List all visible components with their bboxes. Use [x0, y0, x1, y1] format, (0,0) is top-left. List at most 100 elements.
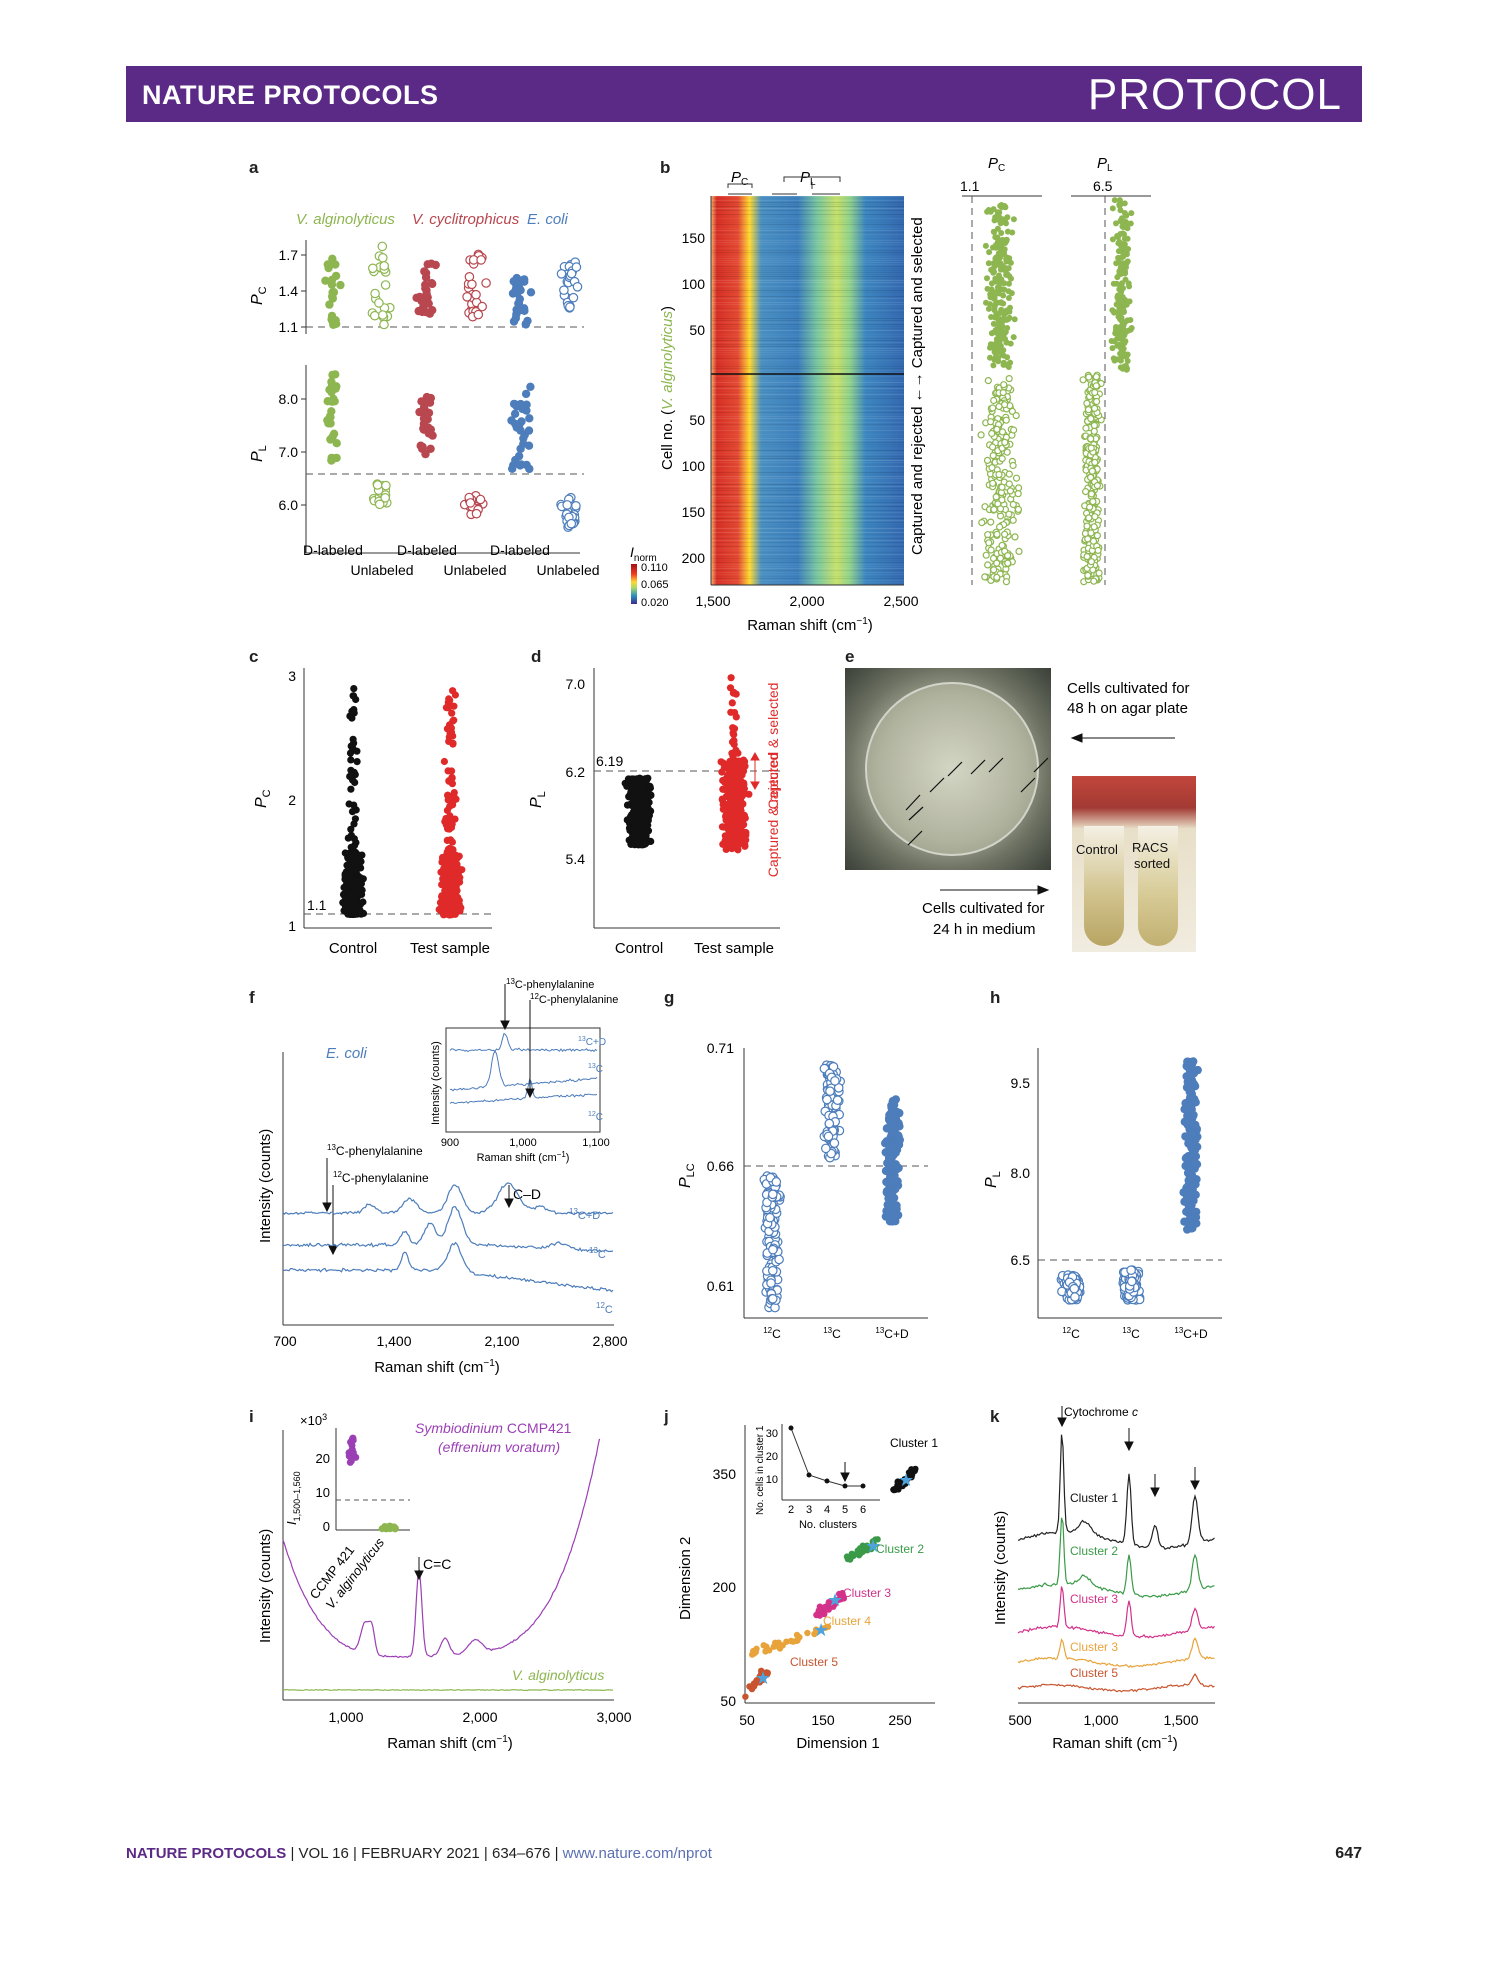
- data-point: [467, 279, 477, 290]
- data-point: [989, 554, 998, 563]
- heatmap-row: [711, 234, 904, 235]
- data-point: [329, 288, 339, 297]
- heatmap-row: [711, 270, 904, 271]
- data-point: [347, 831, 355, 840]
- heatmap-row: [711, 372, 904, 373]
- heatmap-row: [711, 572, 904, 573]
- footer-url[interactable]: www.nature.com/nprot: [562, 1845, 712, 1862]
- data-point: [380, 280, 391, 290]
- h-xcat: 13C+D: [1174, 1326, 1208, 1341]
- i-inset-ytick: 10: [316, 1485, 330, 1500]
- data-point: [1189, 1110, 1198, 1120]
- data-point: [990, 320, 997, 327]
- heatmap-row: [711, 320, 904, 321]
- agar-plate-photo: [845, 668, 1051, 870]
- data-point: [1008, 290, 1015, 297]
- i-inset-ytick: 20: [316, 1451, 330, 1466]
- f-ylabel: Intensity (counts): [257, 1129, 274, 1243]
- data-point: [1118, 345, 1124, 352]
- panel-label-b: b: [660, 158, 671, 177]
- heatmap-row: [711, 516, 904, 517]
- data-point: [987, 354, 993, 361]
- heatmap-row: [711, 268, 904, 269]
- f-xtick: 2,800: [592, 1333, 627, 1349]
- data-point: [381, 480, 391, 491]
- data-point: [347, 825, 355, 833]
- heatmap-row: [711, 326, 904, 327]
- data-point: [1124, 225, 1131, 232]
- data-point: [1087, 435, 1095, 443]
- data-point: [1111, 197, 1118, 204]
- data-point: [728, 738, 737, 746]
- data-point: [451, 691, 459, 699]
- heatmap-row: [711, 242, 904, 243]
- g-xcat: 13C+D: [875, 1326, 909, 1341]
- panel-label-f: f: [249, 988, 255, 1007]
- data-point: [725, 793, 733, 801]
- heatmap-row: [711, 482, 904, 483]
- data-point: [456, 907, 464, 915]
- data-point: [1001, 246, 1008, 253]
- data-point: [996, 310, 1003, 317]
- heatmap-row: [711, 406, 904, 407]
- data-point: [349, 1436, 357, 1444]
- data-point: [323, 397, 332, 406]
- a-pc-tick: 1.4: [279, 283, 299, 299]
- heatmap-row: [711, 378, 904, 379]
- data-point: [359, 898, 367, 906]
- data-point: [418, 442, 427, 452]
- heatmap-row: [711, 346, 904, 347]
- data-point: [985, 260, 992, 267]
- data-point: [341, 872, 349, 880]
- data-point: [998, 483, 1006, 491]
- data-point: [426, 425, 435, 434]
- heatmap-row: [711, 518, 904, 519]
- i-species1-alt: (effrenium voratum): [438, 1439, 560, 1455]
- d-ytick: 7.0: [566, 676, 586, 692]
- panel-j: 350 200 50 50 150 250 Dimension 1 Dimens…: [677, 1424, 938, 1752]
- data-point: [734, 758, 742, 766]
- data-point: [1009, 426, 1018, 434]
- heatmap-row: [711, 502, 904, 503]
- data-point: [999, 389, 1007, 397]
- heatmap-row: [711, 230, 904, 231]
- data-point: [421, 280, 430, 290]
- data-point: [1184, 1139, 1193, 1148]
- data-point: [446, 909, 454, 917]
- data-point: [349, 843, 357, 852]
- heatmap-row: [711, 442, 904, 443]
- page-number: 647: [1335, 1845, 1362, 1862]
- e-label-plate-2: 48 h on agar plate: [1067, 700, 1188, 717]
- data-point: [511, 314, 520, 323]
- data-point: [998, 276, 1005, 283]
- j-xtick: 50: [739, 1712, 755, 1728]
- data-point: [1007, 304, 1013, 311]
- i-species2: V. alginolyticus: [512, 1667, 604, 1683]
- data-point: [1005, 470, 1013, 478]
- f-species: E. coli: [326, 1045, 368, 1062]
- h-ytick: 8.0: [1011, 1165, 1031, 1181]
- heatmap-row: [711, 562, 904, 563]
- data-point: [349, 906, 357, 914]
- cluster-centroid-star: ★: [898, 1470, 914, 1490]
- data-point: [1085, 503, 1094, 511]
- heatmap-row: [711, 356, 904, 357]
- article-type: PROTOCOL: [1087, 70, 1342, 119]
- heatmap-row: [711, 338, 904, 339]
- data-point: [330, 397, 339, 406]
- heatmap-row: [711, 354, 904, 355]
- a-pl-ylabel: PL: [249, 445, 269, 462]
- j-inset-xtick: 4: [824, 1504, 830, 1516]
- data-point: [994, 284, 1001, 291]
- data-point: [777, 1642, 784, 1650]
- data-point: [1083, 552, 1091, 561]
- data-point: [1092, 382, 1100, 390]
- data-point: [377, 241, 388, 252]
- data-point: [823, 1131, 834, 1142]
- data-point: [822, 1094, 832, 1105]
- data-point: [727, 708, 735, 716]
- data-point: [989, 479, 997, 487]
- data-point: [1122, 219, 1129, 225]
- data-point: [1090, 427, 1098, 435]
- data-point: [881, 1212, 891, 1221]
